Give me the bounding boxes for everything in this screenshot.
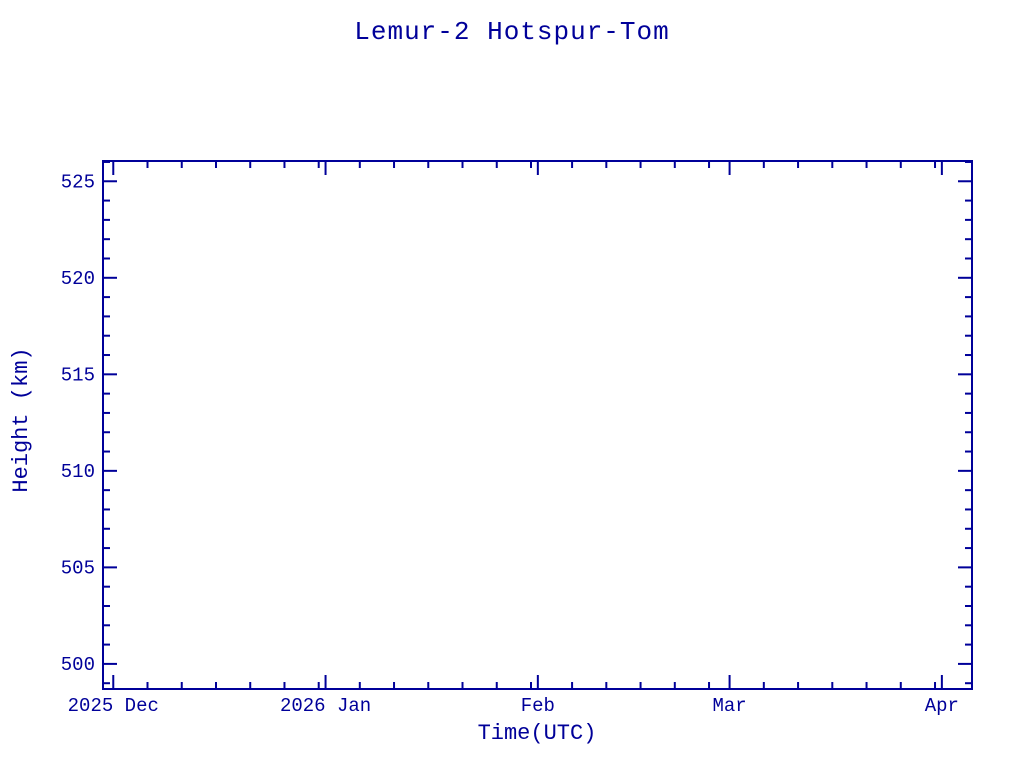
y-tick-label: 505 [61, 557, 95, 579]
x-tick-label: Apr [925, 695, 959, 717]
chart-title: Lemur-2 Hotspur-Tom [354, 17, 670, 47]
plot-frame [102, 160, 973, 690]
y-tick-label: 510 [61, 461, 95, 483]
y-tick-label: 515 [61, 364, 95, 386]
y-tick-label: 520 [61, 268, 95, 290]
x-tick-label: Feb [521, 695, 555, 717]
x-tick-label: 2025 Dec [68, 695, 159, 717]
x-axis-label: Time(UTC) [477, 721, 597, 746]
y-tick-label: 500 [61, 654, 95, 676]
x-tick-label: Mar [712, 695, 746, 717]
y-tick-label: 525 [61, 171, 95, 193]
x-tick-label: 2026 Jan [280, 695, 371, 717]
